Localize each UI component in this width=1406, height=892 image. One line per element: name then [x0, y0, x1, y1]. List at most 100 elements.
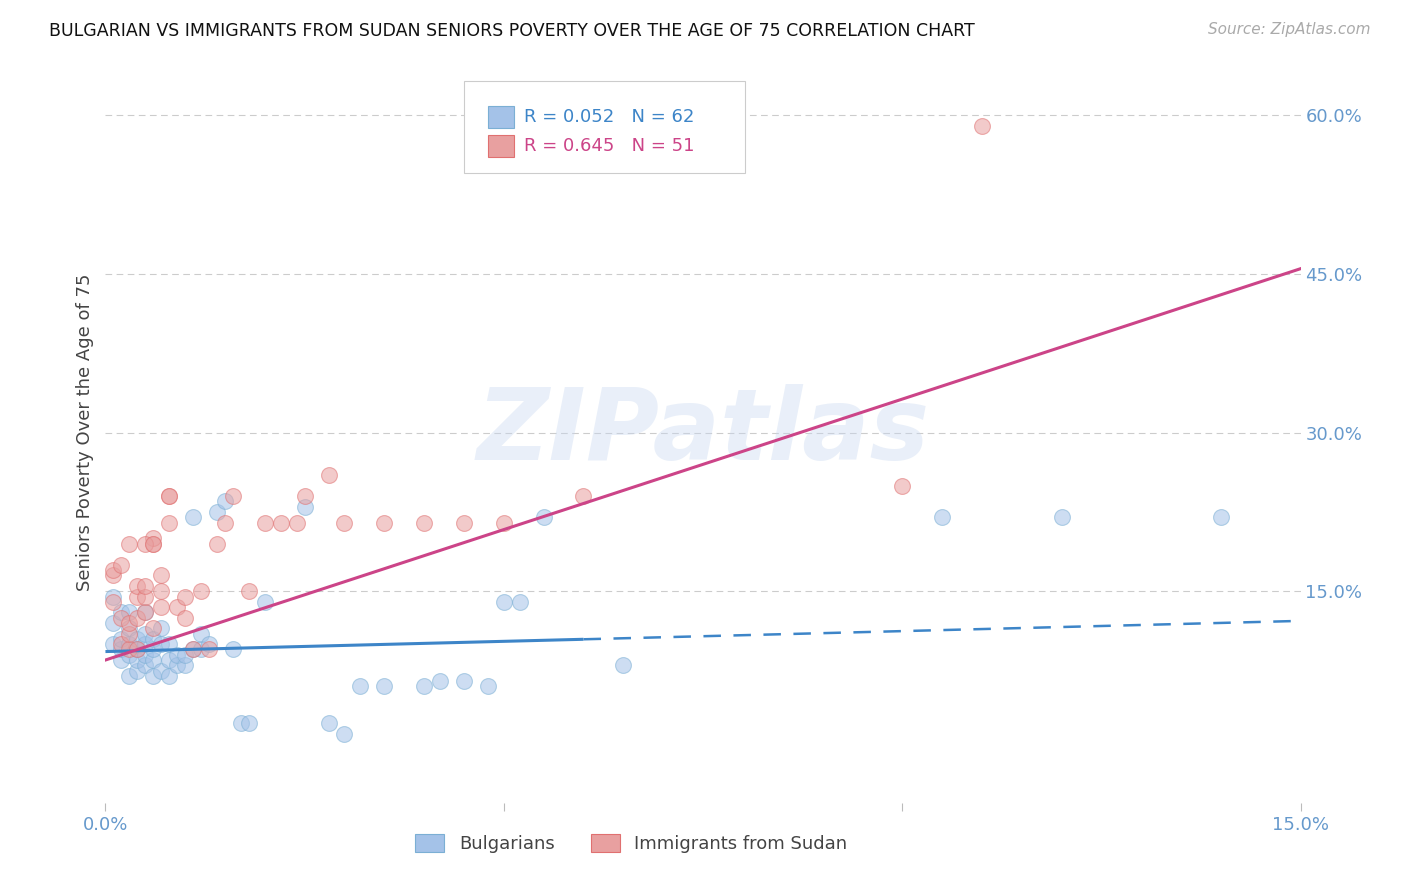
Point	[205, 505, 228, 519]
Point	[318, 716, 340, 731]
Point	[205, 537, 228, 551]
Point	[285, 516, 308, 530]
Point	[118, 637, 141, 651]
Point	[174, 590, 197, 604]
Point	[238, 716, 260, 731]
Point	[157, 653, 180, 667]
Point	[142, 669, 165, 683]
Point	[166, 648, 188, 662]
Point	[1209, 510, 1232, 524]
Point	[134, 606, 156, 620]
Point	[150, 568, 173, 582]
Point	[118, 669, 141, 683]
Point	[214, 494, 236, 508]
Point	[118, 621, 141, 635]
Point	[127, 642, 149, 657]
Point	[181, 510, 204, 524]
Point	[333, 727, 356, 741]
Text: BULGARIAN VS IMMIGRANTS FROM SUDAN SENIORS POVERTY OVER THE AGE OF 75 CORRELATIO: BULGARIAN VS IMMIGRANTS FROM SUDAN SENIO…	[49, 22, 974, 40]
FancyBboxPatch shape	[464, 81, 745, 173]
Legend: Bulgarians, Immigrants from Sudan: Bulgarians, Immigrants from Sudan	[408, 827, 855, 861]
Point	[453, 516, 475, 530]
Point	[142, 642, 165, 657]
Point	[118, 615, 141, 630]
Point	[142, 532, 165, 546]
Point	[118, 626, 141, 640]
Point	[166, 658, 188, 673]
Point	[294, 489, 316, 503]
Point	[373, 516, 395, 530]
Point	[118, 537, 141, 551]
Point	[349, 680, 371, 694]
Point	[110, 606, 132, 620]
Point	[134, 626, 156, 640]
Point	[134, 637, 156, 651]
Point	[509, 595, 531, 609]
Point	[174, 611, 197, 625]
Text: Source: ZipAtlas.com: Source: ZipAtlas.com	[1208, 22, 1371, 37]
Point	[134, 606, 156, 620]
Point	[492, 595, 515, 609]
Point	[413, 516, 436, 530]
Point	[174, 648, 197, 662]
Point	[150, 584, 173, 599]
Point	[127, 664, 149, 678]
Point	[127, 653, 149, 667]
Point	[134, 579, 156, 593]
Point	[103, 568, 125, 582]
Point	[127, 642, 149, 657]
Point	[891, 478, 914, 492]
Point	[142, 632, 165, 646]
Point	[190, 642, 212, 657]
Point	[373, 680, 395, 694]
Point	[134, 648, 156, 662]
Point	[413, 680, 436, 694]
Y-axis label: Seniors Poverty Over the Age of 75: Seniors Poverty Over the Age of 75	[76, 274, 94, 591]
Point	[238, 584, 260, 599]
Point	[572, 489, 595, 503]
Point	[318, 467, 340, 482]
Point	[103, 590, 125, 604]
Point	[1050, 510, 1073, 524]
Point	[429, 674, 451, 689]
Point	[157, 489, 180, 503]
Point	[157, 516, 180, 530]
Point	[118, 606, 141, 620]
Point	[181, 642, 204, 657]
Point	[110, 558, 132, 572]
Point	[157, 489, 180, 503]
Point	[157, 637, 180, 651]
Point	[222, 642, 245, 657]
Point	[612, 658, 634, 673]
Point	[253, 595, 276, 609]
Text: R = 0.645   N = 51: R = 0.645 N = 51	[524, 137, 695, 155]
Point	[134, 658, 156, 673]
Point	[214, 516, 236, 530]
Point	[229, 716, 252, 731]
Point	[150, 664, 173, 678]
Point	[118, 648, 141, 662]
Point	[127, 590, 149, 604]
Point	[150, 621, 173, 635]
FancyBboxPatch shape	[488, 106, 515, 128]
Point	[931, 510, 953, 524]
Point	[142, 653, 165, 667]
Point	[166, 600, 188, 615]
Point	[222, 489, 245, 503]
Point	[181, 642, 204, 657]
Point	[190, 584, 212, 599]
Point	[142, 537, 165, 551]
Point	[110, 642, 132, 657]
Point	[103, 615, 125, 630]
Point	[190, 626, 212, 640]
Point	[198, 637, 221, 651]
Point	[103, 595, 125, 609]
Point	[150, 637, 173, 651]
Point	[453, 674, 475, 689]
Point	[477, 680, 499, 694]
FancyBboxPatch shape	[488, 135, 515, 157]
Point	[142, 621, 165, 635]
Point	[110, 653, 132, 667]
Point	[294, 500, 316, 514]
Point	[103, 563, 125, 577]
